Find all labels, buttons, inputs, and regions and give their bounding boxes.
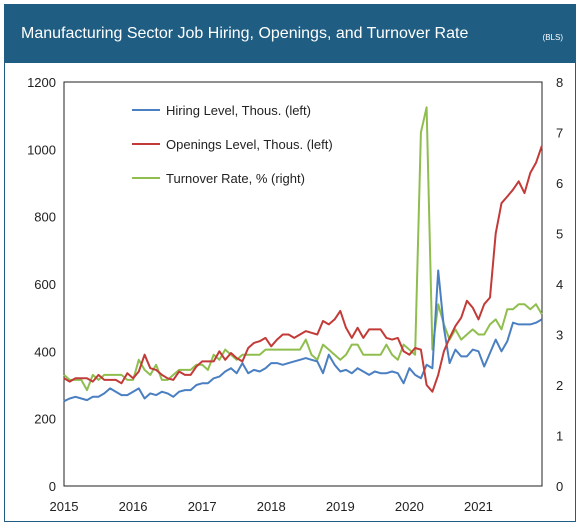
- title-bar: Manufacturing Sector Job Hiring, Opening…: [5, 5, 575, 63]
- plot-border: [63, 81, 543, 487]
- right-tick-label: 1: [556, 429, 563, 444]
- legend-label: Turnover Rate, % (right): [166, 171, 305, 186]
- x-tick-label: 2018: [257, 499, 286, 514]
- x-tick-label: 2016: [119, 499, 148, 514]
- x-axis-ticks: 2015 2016 2017 2018 2019 2020 2021: [50, 499, 493, 514]
- legend-label: Hiring Level, Thous. (left): [166, 103, 311, 118]
- left-tick-label: 400: [34, 344, 56, 359]
- series-lines: [63, 106, 543, 403]
- x-tick-label: 2017: [188, 499, 217, 514]
- series-line-1: [63, 269, 543, 403]
- chart-frame: Manufacturing Sector Job Hiring, Opening…: [4, 4, 576, 522]
- legend-label: Openings Level, Thous. (left): [166, 137, 333, 152]
- right-tick-label: 8: [556, 75, 563, 90]
- right-tick-label: 3: [556, 328, 563, 343]
- right-tick-label: 0: [556, 479, 563, 494]
- legend: Hiring Level, Thous. (left) Openings Leve…: [132, 103, 333, 186]
- x-tick-label: 2015: [50, 499, 79, 514]
- right-tick-label: 4: [556, 277, 563, 292]
- left-tick-label: 1200: [27, 75, 56, 90]
- plot-area: [63, 81, 543, 487]
- right-tick-label: 5: [556, 227, 563, 242]
- x-tick-label: 2020: [395, 499, 424, 514]
- left-axis-ticks: 0 200 400 600 800 1000 1200: [27, 75, 56, 494]
- right-axis-ticks: 0 1 2 3 4 5 6 7 8: [556, 75, 563, 494]
- source-label: (BLS): [542, 33, 563, 42]
- x-tick-label: 2019: [326, 499, 355, 514]
- left-tick-label: 600: [34, 277, 56, 292]
- left-tick-label: 1000: [27, 142, 56, 157]
- left-tick-label: 0: [49, 479, 56, 494]
- chart-title: Manufacturing Sector Job Hiring, Opening…: [21, 25, 469, 42]
- series-line-2: [63, 145, 543, 393]
- left-tick-label: 200: [34, 412, 56, 427]
- left-tick-label: 800: [34, 210, 56, 225]
- series-line-3: [63, 106, 543, 392]
- right-tick-label: 6: [556, 176, 563, 191]
- x-tick-label: 2021: [464, 499, 493, 514]
- right-tick-label: 2: [556, 378, 563, 393]
- right-tick-label: 7: [556, 126, 563, 141]
